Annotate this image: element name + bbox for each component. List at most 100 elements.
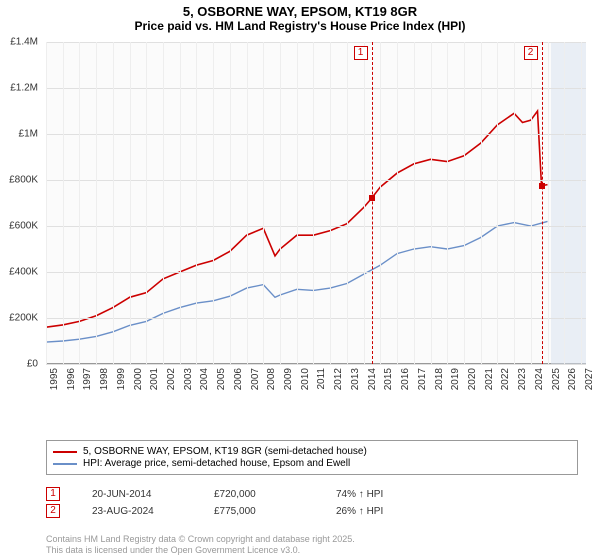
gridline-v [464,42,465,364]
legend-box: 5, OSBORNE WAY, EPSOM, KT19 8GR (semi-de… [46,440,578,475]
gridline-h [46,364,586,365]
gridline-v [497,42,498,364]
gridline-v [180,42,181,364]
sale-flag: 2 [524,46,538,60]
x-axis-label: 2021 [484,368,495,390]
footer-text: Contains HM Land Registry data © Crown c… [46,534,355,556]
sale-date: 20-JUN-2014 [92,489,182,500]
x-axis-label: 1997 [82,368,93,390]
gridline-v [414,42,415,364]
chart-area: 12 £0£200K£400K£600K£800K£1M£1.2M£1.4M19… [46,42,586,392]
gridline-v [581,42,582,364]
gridline-v [330,42,331,364]
gridline-v [63,42,64,364]
x-axis-label: 2004 [199,368,210,390]
x-axis-label: 2016 [400,368,411,390]
x-axis-label: 2007 [250,368,261,390]
y-axis-label: £0 [27,359,38,370]
gridline-v [146,42,147,364]
gridline-v [230,42,231,364]
gridline-v [531,42,532,364]
sale-price: £720,000 [214,489,304,500]
sales-table: 1 20-JUN-2014 £720,000 74% ↑ HPI 2 23-AUG-202… [46,484,578,521]
legend-label: 5, OSBORNE WAY, EPSOM, KT19 8GR (semi-de… [83,446,367,457]
gridline-v [163,42,164,364]
sale-row: 2 23-AUG-2024 £775,000 26% ↑ HPI [46,504,578,518]
gridline-v [548,42,549,364]
sale-date: 23-AUG-2024 [92,506,182,517]
sale-delta: 74% ↑ HPI [336,489,426,500]
x-axis-label: 1996 [66,368,77,390]
plot-area: 12 [46,42,586,364]
x-axis-label: 2009 [283,368,294,390]
gridline-v [447,42,448,364]
gridline-v [247,42,248,364]
footer-line-1: Contains HM Land Registry data © Crown c… [46,534,355,545]
y-axis-label: £800K [9,175,38,186]
x-axis-label: 2018 [434,368,445,390]
x-axis-label: 2020 [467,368,478,390]
gridline-v [564,42,565,364]
y-axis-label: £200K [9,313,38,324]
y-axis-label: £1.2M [10,83,38,94]
x-axis-label: 2027 [584,368,595,390]
x-axis-label: 2010 [300,368,311,390]
legend-label: HPI: Average price, semi-detached house,… [83,458,350,469]
x-axis-label: 2005 [216,368,227,390]
gridline-v [364,42,365,364]
gridline-v [481,42,482,364]
gridline-v [514,42,515,364]
legend-swatch [53,463,77,465]
x-axis-label: 2025 [551,368,562,390]
series-svg [46,42,586,364]
sale-price: £775,000 [214,506,304,517]
x-axis-label: 2001 [149,368,160,390]
gridline-h [46,226,586,227]
x-axis-label: 2019 [450,368,461,390]
footer-line-2: This data is licensed under the Open Gov… [46,545,355,556]
x-axis-label: 2012 [333,368,344,390]
gridline-v [297,42,298,364]
gridline-h [46,318,586,319]
sale-delta: 26% ↑ HPI [336,506,426,517]
gridline-v [263,42,264,364]
gridline-v [347,42,348,364]
gridline-h [46,88,586,89]
chart-subtitle: Price paid vs. HM Land Registry's House … [0,19,600,37]
gridline-h [46,42,586,43]
x-axis-label: 1999 [116,368,127,390]
x-axis-label: 2017 [417,368,428,390]
gridline-v [280,42,281,364]
gridline-v [113,42,114,364]
x-axis-label: 1998 [99,368,110,390]
x-axis-label: 2003 [183,368,194,390]
y-axis-label: £600K [9,221,38,232]
sale-row-flag: 2 [46,504,60,518]
x-axis-label: 2006 [233,368,244,390]
gridline-v [431,42,432,364]
chart-title: 5, OSBORNE WAY, EPSOM, KT19 8GR [0,0,600,19]
x-axis-label: 2026 [567,368,578,390]
y-axis-label: £1.4M [10,37,38,48]
gridline-v [313,42,314,364]
gridline-v [397,42,398,364]
sale-flag-line [372,42,373,364]
x-axis-label: 2011 [316,368,327,390]
gridline-v [130,42,131,364]
x-axis-label: 2024 [534,368,545,390]
y-axis-label: £400K [9,267,38,278]
legend-item: 5, OSBORNE WAY, EPSOM, KT19 8GR (semi-de… [53,446,571,457]
sale-flag-line [542,42,543,364]
gridline-h [46,272,586,273]
x-axis-label: 2013 [350,368,361,390]
x-axis-label: 2022 [500,368,511,390]
gridline-h [46,180,586,181]
x-axis-label: 2023 [517,368,528,390]
sale-row: 1 20-JUN-2014 £720,000 74% ↑ HPI [46,487,578,501]
chart-container: 5, OSBORNE WAY, EPSOM, KT19 8GR Price pa… [0,0,600,560]
x-axis-label: 2000 [133,368,144,390]
x-axis-label: 2014 [367,368,378,390]
sale-flag: 1 [354,46,368,60]
sale-row-flag: 1 [46,487,60,501]
x-axis-label: 1995 [49,368,60,390]
